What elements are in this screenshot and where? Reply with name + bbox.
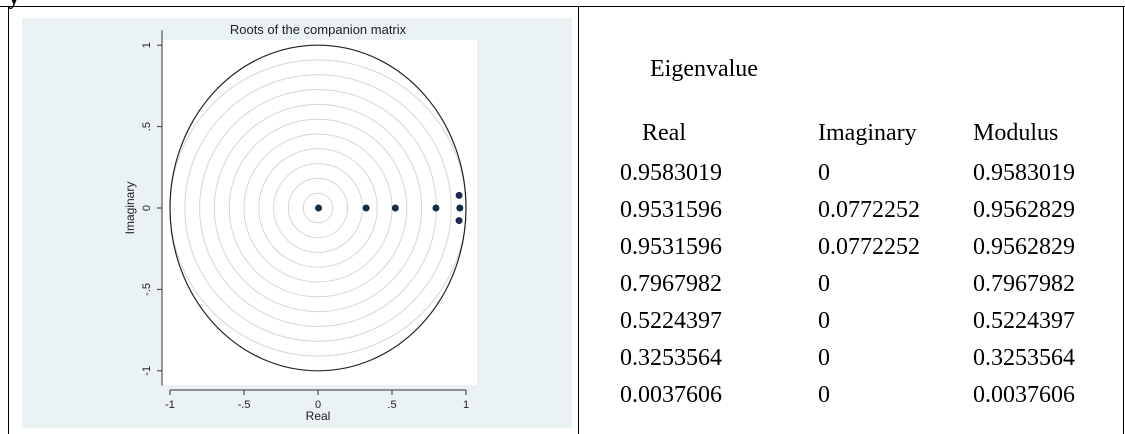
cell-modulus: 0.3253564 [973,345,1075,371]
y-tick-label: 0 [141,205,153,211]
unit-circle [169,44,467,372]
grid-circle [258,148,378,268]
root-point [455,217,463,225]
cell-imaginary: 0 [818,308,830,334]
axes: -1 -.5 0 .5 1 1 .5 0 -.5 -1 [141,30,469,411]
root-point [391,204,399,212]
table-row: 0.3253564 0 0.3253564 [610,345,1110,377]
cell-imaginary: 0 [818,271,830,297]
table-top-border [0,6,1125,7]
table-row: 0.9531596 0.0772252 0.9562829 [610,234,1110,266]
cell-imaginary: 0 [818,382,830,408]
table-middle-border [578,6,579,434]
x-tick-label: 0 [315,399,321,411]
cell-real: 0.3253564 [620,345,722,371]
cell-imaginary: 0 [818,345,830,371]
header-modulus: Modulus [973,120,1059,146]
root-point [315,204,323,212]
roots-chart: -1 -.5 0 .5 1 1 .5 0 -.5 -1 Roots of the companio… [123,22,477,423]
cell-modulus: 0.5224397 [973,308,1075,334]
grid-circle [228,118,408,298]
y-tick-label: -1 [141,366,153,376]
root-point [432,204,440,212]
cell-imaginary: 0 [818,160,830,186]
table-header-row: Real Imaginary Modulus [610,120,1110,152]
cell-real: 0.9531596 [620,197,722,223]
x-axis-label: Real [306,409,331,423]
table-row: 0.9583019 0 0.9583019 [610,160,1110,192]
cell-real: 0.9531596 [620,234,722,260]
x-tick-label: -.5 [238,399,251,411]
y-tick-label: -.5 [141,283,153,296]
cell-modulus: 0.9583019 [973,160,1075,186]
cell-modulus: 0.0037606 [973,382,1075,408]
grid-circle [213,103,423,313]
table-row: 0.5224397 0 0.5224397 [610,308,1110,340]
cut-off-heading: y [8,0,20,11]
grid-circle [302,192,334,224]
cell-modulus: 0.9562829 [973,197,1075,223]
grid-circle [184,74,452,342]
table-row: 0.9531596 0.0772252 0.9562829 [610,197,1110,229]
cell-imaginary: 0.0772252 [818,197,920,223]
y-axis-label: Imaginary [123,182,137,235]
grid-circle [287,177,349,239]
cell-modulus: 0.9562829 [973,234,1075,260]
eigenvalue-title: Eigenvalue [650,56,758,82]
table-row: 0.0037606 0 0.0037606 [610,382,1110,414]
chart-title: Roots of the companion matrix [230,22,407,37]
data-points [315,191,464,225]
y-tick-label: 1 [141,42,153,48]
x-tick-label: .5 [387,399,396,411]
cell-real: 0.7967982 [620,271,722,297]
cell-modulus: 0.7967982 [973,271,1075,297]
cell-real: 0.0037606 [620,382,722,408]
table-row: 0.7967982 0 0.7967982 [610,271,1110,303]
plot-area [162,40,477,385]
x-tick-label: 1 [463,399,469,411]
header-imaginary: Imaginary [818,120,917,146]
grid-circle [273,163,363,253]
root-point [455,191,463,199]
x-tick-label: -1 [165,399,175,411]
header-real: Real [642,120,686,146]
y-tick-label: .5 [141,122,153,131]
cell-real: 0.9583019 [620,160,722,186]
root-point [362,204,370,212]
chart-panel: -1 -.5 0 .5 1 1 .5 0 -.5 -1 Roots of the companio… [22,18,572,428]
root-point [456,204,464,212]
cell-imaginary: 0.0772252 [818,234,920,260]
layout-table: -1 -.5 0 .5 1 1 .5 0 -.5 -1 Roots of the companio… [0,6,1125,434]
table-right-border [1123,6,1124,434]
cell-real: 0.5224397 [620,308,722,334]
table-left-border [8,6,9,434]
